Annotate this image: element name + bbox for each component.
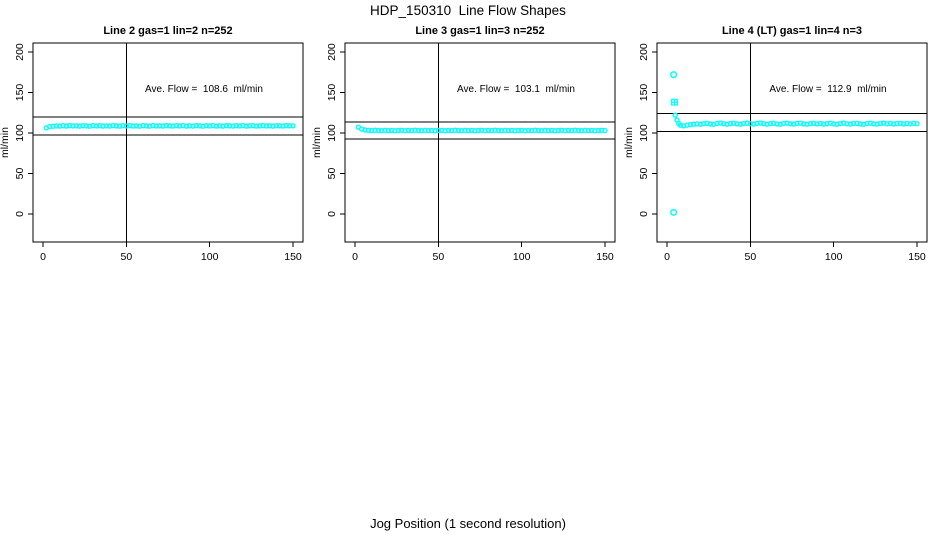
y-tick-label: 150 (14, 84, 26, 102)
panel-line3-ave-flow-annotation: Ave. Flow = 103.1 ml/min (457, 84, 575, 95)
panel-line2-plot-area: 0 50 100 150 0 50 100 150 200 (14, 42, 304, 263)
data-point (914, 120, 920, 127)
figure-title: HDP_150310 Line Flow Shapes (370, 3, 566, 18)
x-tick-label: 50 (120, 251, 132, 263)
data-point (602, 127, 608, 134)
plot-box (32, 42, 304, 243)
x-tick-label: 150 (908, 251, 926, 263)
y-tick-label: 0 (14, 211, 26, 217)
x-axis-label: Jog Position (1 second resolution) (370, 516, 566, 531)
y-tick-label: 50 (14, 168, 26, 180)
y-tick-label: 100 (638, 124, 650, 142)
y-tick-label: 200 (638, 43, 650, 61)
outlier-circle-marker (670, 208, 678, 216)
x-tick-label: 150 (284, 251, 302, 263)
x-tick-label: 50 (432, 251, 444, 263)
y-tick-label: 150 (638, 84, 650, 102)
x-tick-label: 100 (825, 251, 843, 263)
x-tick-label: 50 (744, 251, 756, 263)
panel-line2-title: Line 2 gas=1 lin=2 n=252 (103, 25, 233, 37)
outlier-square-plus-marker (671, 98, 678, 106)
panel-line3-plot-area: 0 50 100 150 0 50 100 150 200 (326, 42, 616, 263)
panel-line2-ave-flow-annotation: Ave. Flow = 108.6 ml/min (145, 84, 263, 95)
x-tick-label: 150 (596, 251, 614, 263)
y-tick-label: 100 (14, 124, 26, 142)
y-tick-label: 100 (326, 124, 338, 142)
panel-line3: Line 3 gas=1 lin=3 n=252 Ave. Flow = 103… (311, 18, 624, 288)
x-tick-label: 0 (352, 251, 358, 263)
data-point (290, 123, 296, 129)
panel-line2: Line 2 gas=1 lin=2 n=252 Ave. Flow = 108… (0, 18, 312, 288)
panel-line4-ave-flow-annotation: Ave. Flow = 112.9 ml/min (769, 84, 887, 95)
y-tick-label: 0 (638, 211, 650, 217)
panel-line4-plot-area: 0 50 100 150 0 50 100 150 200 (638, 42, 928, 263)
x-tick-label: 0 (664, 251, 670, 263)
y-tick-label: 150 (326, 84, 338, 102)
y-tick-label: 0 (326, 211, 338, 217)
y-tick-label: 50 (326, 168, 338, 180)
plot-box (656, 42, 928, 243)
y-tick-label: 200 (14, 43, 26, 61)
x-tick-label: 100 (513, 251, 531, 263)
plot-box (344, 42, 616, 243)
panel-line4-title: Line 4 (LT) gas=1 lin=4 n=3 (721, 25, 863, 37)
panel-line3-title: Line 3 gas=1 lin=3 n=252 (415, 25, 545, 37)
panel-line4: Line 4 (LT) gas=1 lin=4 n=3 Ave. Flow = … (623, 18, 936, 288)
x-tick-label: 0 (40, 251, 46, 263)
x-tick-label: 100 (201, 251, 219, 263)
y-tick-label: 200 (326, 43, 338, 61)
y-tick-label: 50 (638, 168, 650, 180)
outlier-circle-marker (670, 71, 678, 79)
data-point (672, 112, 679, 118)
